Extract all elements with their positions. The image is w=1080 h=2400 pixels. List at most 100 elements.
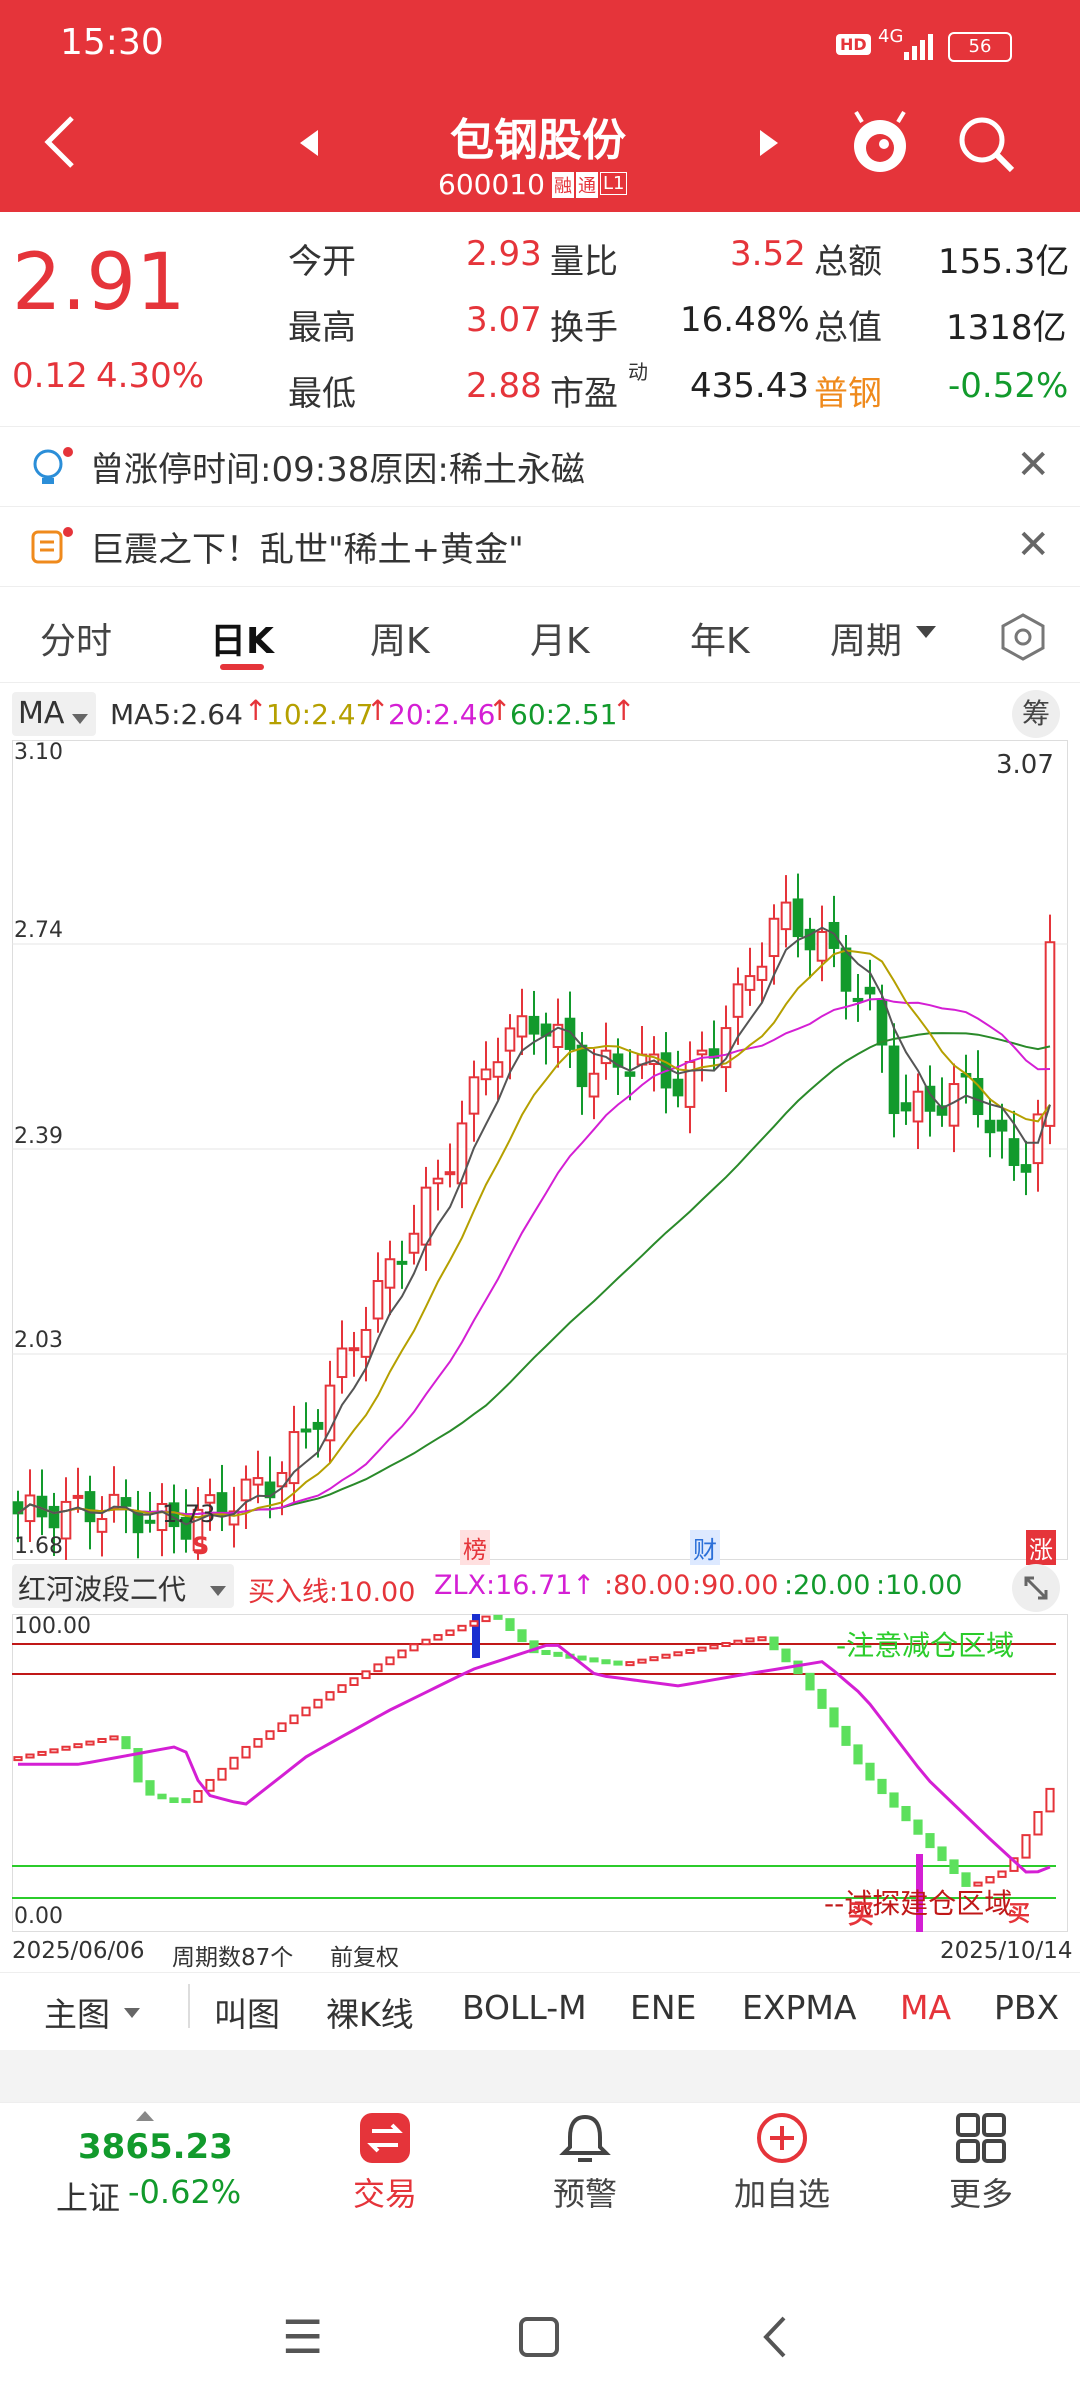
sell-marker[interactable]: S (192, 1532, 210, 1560)
candle-body (876, 999, 888, 1046)
candle-body (96, 1518, 108, 1533)
tab-ind-3[interactable]: BOLL-M (462, 1988, 587, 2027)
tab-ind-7[interactable]: PBX (994, 1988, 1060, 2027)
back-nav-icon[interactable] (760, 2314, 790, 2364)
dropdown-icon (914, 624, 938, 644)
kline-chart[interactable]: 3.10 2.74 2.39 2.03 1.68 3.07 1.73 S 榜 财… (12, 740, 1068, 1565)
ma5-value: MA5:2.64 (110, 698, 243, 731)
tab-ind-1[interactable]: 叫图 (214, 1995, 280, 2034)
indicator-bar (109, 1735, 119, 1741)
candle-body (528, 1015, 540, 1035)
candle-body (492, 1061, 504, 1078)
indicator-bar (805, 1672, 815, 1691)
candle-body (216, 1492, 228, 1516)
tab-ind-2[interactable]: 裸K线 (326, 1995, 414, 2034)
indicator-bar (541, 1650, 551, 1656)
value-market-cap: 1318亿 (946, 308, 1067, 348)
trade-icon (360, 2113, 410, 2163)
indicator-bar (409, 1643, 419, 1652)
adjust-mode[interactable]: 前复权 (330, 1945, 399, 1971)
bottom-nav: 3865.23 上证 -0.62% 交易 预警 加自选 更多 (0, 2102, 1080, 2249)
candle-body (372, 1280, 384, 1320)
chip-distribution-button[interactable]: 筹 (1012, 690, 1060, 738)
settings-icon[interactable] (998, 612, 1048, 666)
add-circle-icon (757, 2113, 807, 2163)
index-change: -0.62% (128, 2173, 242, 2211)
candle-body (756, 965, 768, 981)
close-icon[interactable]: ✕ (1016, 522, 1050, 568)
candle-body (144, 1519, 156, 1524)
next-stock-icon[interactable] (758, 128, 780, 162)
menu-icon[interactable]: ☰ (282, 2310, 324, 2364)
indicator-bar (253, 1738, 263, 1748)
indicator-bar (757, 1636, 767, 1642)
indicator-bar (817, 1688, 827, 1709)
ma60-value: 60:2.51 (510, 698, 618, 731)
chevron-down-icon (122, 2004, 142, 2023)
tab-ind-4[interactable]: ENE (630, 1988, 697, 2027)
sector-name[interactable]: 普钢 (814, 374, 882, 414)
prev-stock-icon[interactable] (298, 128, 320, 162)
badge-rong: 融 (552, 172, 574, 198)
indicator-bar (73, 1743, 83, 1749)
indicator-bar (481, 1615, 491, 1623)
network-label: 4G (878, 26, 904, 47)
home-icon[interactable] (518, 2316, 560, 2362)
nav-trade[interactable]: 交易 (330, 2111, 440, 2215)
indicator-selector[interactable]: 红河波段二代 (12, 1564, 234, 1608)
ranking-marker[interactable]: 榜 (460, 1530, 490, 1565)
indicator-bar (865, 1762, 875, 1781)
indicator-bar (649, 1656, 659, 1662)
tab-monthly[interactable]: 月K (530, 621, 590, 662)
nav-label: 交易 (352, 2175, 417, 2213)
candle-body (288, 1431, 300, 1485)
indicator-bar (289, 1714, 299, 1725)
candle-body (732, 983, 744, 1018)
indicator-bar (49, 1748, 59, 1754)
indicator-bar (1033, 1811, 1043, 1836)
candle-body (1008, 1138, 1020, 1166)
tab-ind-6[interactable]: MA (900, 1988, 952, 2027)
indicator-bar (517, 1629, 527, 1643)
limit-up-marker[interactable]: 涨 (1026, 1530, 1056, 1565)
assistant-icon[interactable] (848, 108, 912, 184)
candle-body (888, 1045, 900, 1115)
news-icon (30, 526, 74, 574)
tab-yearly[interactable]: 年K (690, 621, 750, 662)
tab-weekly[interactable]: 周K (370, 621, 430, 662)
indicator-bar (145, 1780, 155, 1796)
search-icon[interactable] (954, 112, 1018, 180)
indicator-bar (673, 1651, 683, 1657)
ma20-value: 20:2.46 (388, 698, 496, 731)
arrow-up-icon: ↑ (244, 694, 268, 727)
indicator-bar (397, 1649, 407, 1659)
indicator-name: 红河波段二代 (18, 1573, 187, 1606)
arrow-up-icon: ↑ (488, 694, 512, 727)
label-high: 最高 (288, 308, 356, 348)
nav-more[interactable]: 更多 (926, 2111, 1036, 2215)
index-value[interactable]: 3865.23 (78, 2127, 233, 2167)
notice-limit-up[interactable]: 曾涨停时间:09:38原因:稀土永磁 ✕ (0, 428, 1080, 507)
tab-ind-5[interactable]: EXPMA (742, 1988, 857, 2027)
indicator-chart[interactable]: 100.00 0.00 -注意减仓区域 --试探建仓区域 买 买 (12, 1614, 1068, 1932)
label-volume-ratio: 量比 (550, 242, 618, 282)
ma-selector[interactable]: MA (12, 692, 96, 736)
candle-body (192, 1508, 204, 1552)
nav-add-watchlist[interactable]: 加自选 (722, 2111, 842, 2215)
nav-alert[interactable]: 预警 (530, 2111, 640, 2215)
close-icon[interactable]: ✕ (1016, 442, 1050, 488)
label-market-cap: 总值 (814, 308, 882, 348)
expand-icon[interactable] (1012, 1564, 1060, 1612)
indicator-bar (937, 1846, 947, 1862)
tab-daily[interactable]: 日K (210, 621, 274, 662)
tab-period[interactable]: 周期 (830, 621, 903, 662)
y-label: 3.10 (14, 740, 63, 765)
back-icon[interactable] (40, 112, 80, 176)
tab-main-chart[interactable]: 主图 (44, 1995, 110, 2034)
tab-intraday[interactable]: 分时 (40, 621, 113, 662)
notice-news[interactable]: 巨震之下！乱世"稀土+黄金" ✕ (0, 508, 1080, 587)
finance-marker[interactable]: 财 (690, 1530, 720, 1565)
value-pe: 435.43 (690, 366, 809, 406)
indicator-bar (685, 1648, 695, 1654)
indicator-bar (193, 1790, 203, 1803)
